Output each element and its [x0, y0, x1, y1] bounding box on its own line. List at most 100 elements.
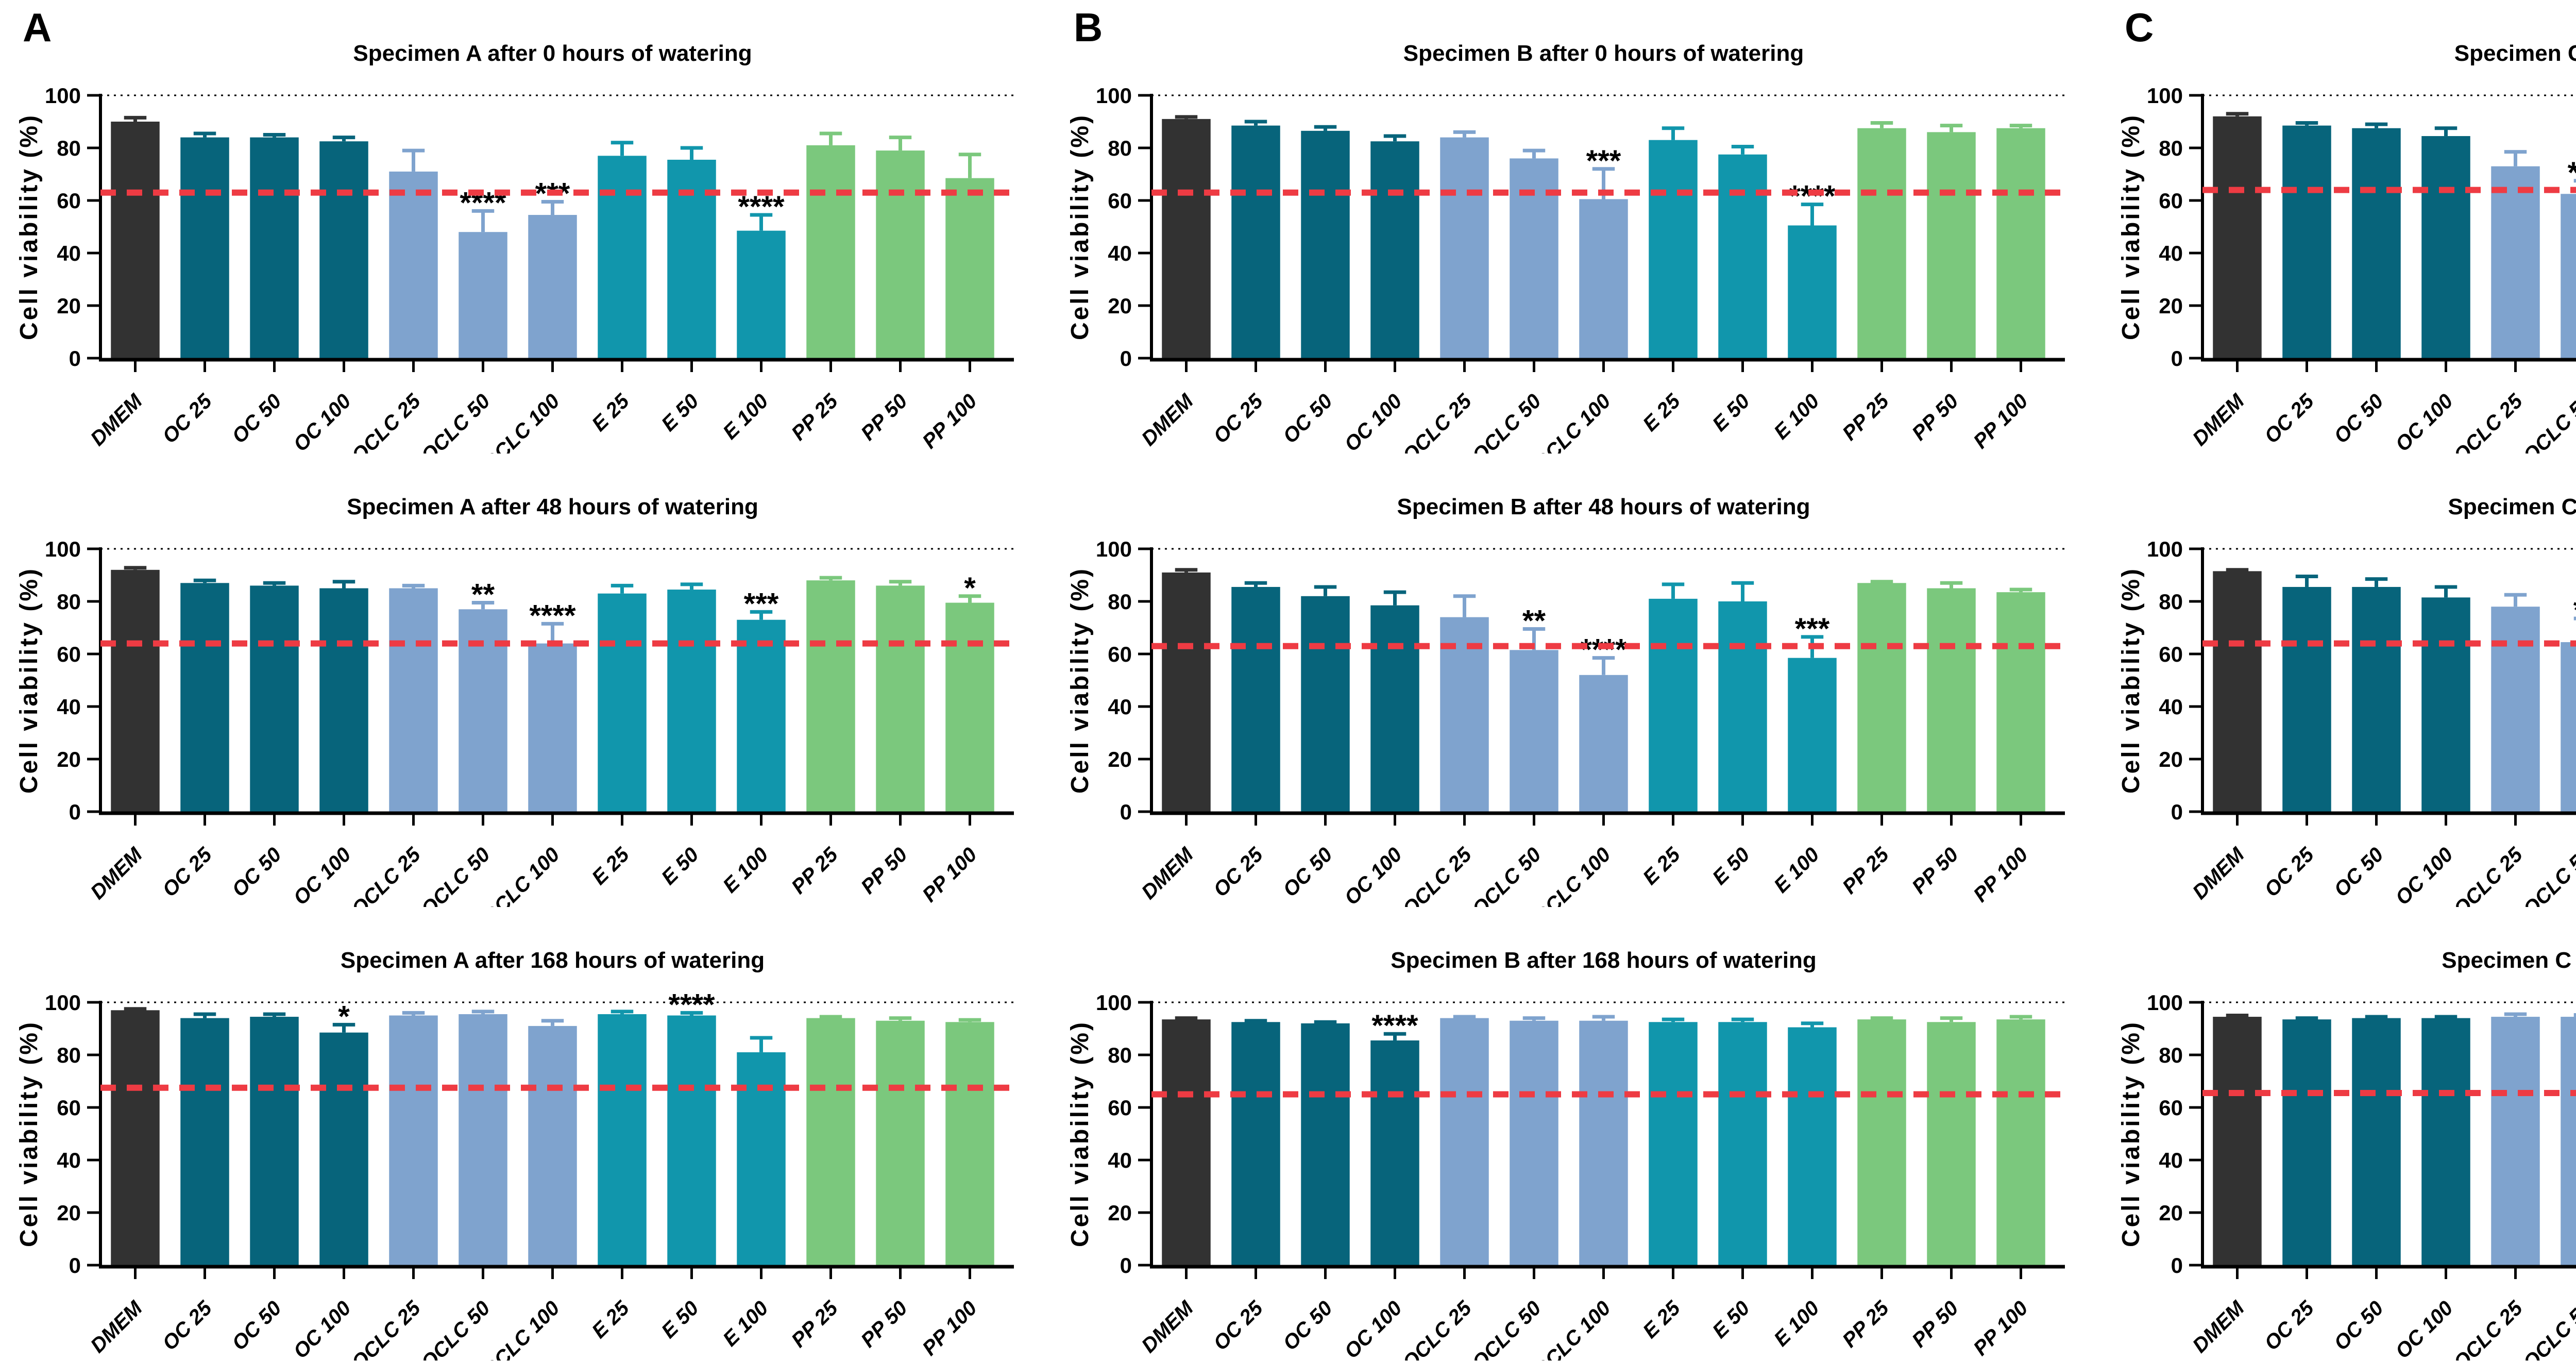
x-tick-label: E 25	[1639, 1297, 1685, 1343]
y-tick-label: 60	[57, 642, 81, 666]
y-tick-label: 20	[2159, 747, 2183, 771]
y-tick-label: 0	[69, 800, 81, 824]
y-axis-label: Cell viability (%)	[15, 1020, 43, 1247]
y-tick-label: 80	[2159, 590, 2183, 614]
y-tick-label: 80	[1108, 1043, 1132, 1067]
y-tick-label: 40	[1108, 695, 1132, 719]
significance-stars: **	[2573, 594, 2576, 627]
y-tick-label: 20	[1108, 747, 1132, 771]
bar-OCLC-100	[1579, 199, 1628, 358]
x-tick-label: OC 100	[1340, 1297, 1406, 1360]
x-tick-label: OCLC 50	[1468, 390, 1546, 453]
bar-E-25	[598, 156, 647, 358]
bar-OC-100	[319, 141, 368, 358]
x-tick-label: OCLC 100	[1530, 1297, 1615, 1360]
bar-OC-100	[1370, 605, 1419, 812]
x-tick-label: OCLC 25	[2449, 390, 2527, 453]
y-axis-label: Cell viability (%)	[2117, 1020, 2145, 1247]
bar-PP-50	[1927, 588, 1976, 812]
x-tick-label: DMEM	[2188, 389, 2249, 450]
x-tick-label: OC 100	[289, 843, 355, 907]
bar-E-25	[1649, 1022, 1698, 1265]
x-tick-label: PP 25	[1838, 1297, 1894, 1352]
bar-OCLC-100	[528, 643, 577, 812]
x-tick-label: OC 50	[2330, 390, 2388, 448]
y-tick-label: 100	[2147, 537, 2183, 561]
x-tick-label: OCLC 50	[417, 390, 495, 453]
bar-OCLC-100	[528, 215, 577, 358]
x-tick-label: E 50	[1708, 843, 1754, 889]
bar-chart: Specimen C after 168 hours of watering 0 2…	[2117, 948, 2576, 1360]
bar-OCLC-25	[1440, 1018, 1489, 1265]
bar-OCLC-50	[1510, 1020, 1558, 1265]
y-axis-label: Cell viability (%)	[1066, 113, 1094, 340]
bar-OCLC-50	[459, 232, 507, 358]
bar-OC-100	[1370, 1040, 1419, 1265]
y-tick-label: 80	[2159, 136, 2183, 160]
x-tick-label: OC 25	[158, 843, 216, 901]
bar-OC-25	[2282, 125, 2331, 358]
x-tick-label: E 100	[1770, 1297, 1824, 1351]
bar-PP-25	[806, 580, 855, 812]
x-tick-label: OC 25	[1209, 390, 1267, 448]
bar-DMEM	[2213, 1017, 2262, 1265]
y-tick-label: 100	[1096, 990, 1132, 1015]
x-tick-label: OC 50	[228, 843, 286, 901]
y-tick-label: 40	[57, 695, 81, 719]
x-tick-label: OCLC 100	[1530, 390, 1615, 453]
significance-stars: ***	[744, 587, 779, 620]
y-tick-label: 20	[57, 294, 81, 318]
x-tick-label: OCLC 50	[1468, 1297, 1546, 1360]
x-tick-label: OC 50	[1279, 390, 1337, 448]
y-tick-label: 20	[2159, 1201, 2183, 1225]
x-tick-label: E 50	[657, 843, 703, 889]
bar-OC-50	[250, 585, 299, 812]
bar-OC-25	[1231, 586, 1280, 812]
x-tick-label: OC 25	[2260, 1297, 2318, 1355]
bar-PP-50	[876, 150, 925, 358]
x-tick-label: PP 25	[787, 390, 843, 445]
x-tick-label: OCLC 25	[347, 1297, 425, 1360]
significance-stars: ***	[2568, 156, 2576, 190]
bar-chart: Specimen B after 48 hours of watering 0 20…	[1066, 494, 2065, 907]
chart-title: Specimen A after 168 hours of watering	[341, 948, 765, 973]
bar-OC-25	[2282, 586, 2331, 812]
x-tick-label: PP 25	[787, 1297, 843, 1352]
bar-E-100	[737, 230, 786, 358]
x-tick-label: OC 100	[2391, 843, 2458, 907]
panel-letter-C: C	[2125, 5, 2154, 50]
y-tick-label: 0	[2171, 346, 2183, 371]
bar-DMEM	[111, 1010, 160, 1265]
y-tick-label: 80	[57, 590, 81, 614]
significance-stars: ****	[738, 190, 785, 224]
bar-PP-100	[945, 1022, 994, 1265]
x-tick-label: PP 50	[857, 390, 912, 445]
bar-OCLC-50	[1510, 650, 1558, 812]
x-tick-label: PP 100	[1969, 390, 2032, 453]
bar-chart: Specimen C after 0 hours of watering 0 20 4…	[2117, 41, 2576, 453]
y-axis-label: Cell viability (%)	[15, 113, 43, 340]
bar-PP-100	[1996, 1019, 2045, 1265]
bar-OC-50	[250, 1017, 299, 1265]
bar-OCLC-25	[2491, 607, 2540, 812]
x-tick-label: OC 50	[2330, 1297, 2388, 1355]
significance-stars: ****	[529, 599, 576, 632]
chart-title: Specimen A after 48 hours of watering	[347, 494, 758, 519]
bar-OC-25	[180, 137, 229, 358]
y-tick-label: 60	[2159, 1096, 2183, 1120]
bar-OC-25	[2282, 1019, 2331, 1265]
x-tick-label: OC 25	[2260, 390, 2318, 448]
x-tick-label: DMEM	[1137, 1296, 1198, 1357]
x-tick-label: OC 50	[1279, 843, 1337, 901]
bar-OCLC-50	[459, 609, 507, 812]
y-tick-label: 80	[57, 1043, 81, 1067]
bar-DMEM	[1162, 1019, 1211, 1265]
bar-PP-50	[876, 585, 925, 812]
x-tick-label: OCLC 25	[2449, 843, 2527, 907]
y-axis-label: Cell viability (%)	[1066, 1020, 1094, 1247]
bar-E-50	[1718, 154, 1767, 358]
bar-OC-100	[319, 588, 368, 812]
y-tick-label: 20	[57, 747, 81, 771]
bar-E-50	[667, 1015, 716, 1265]
bar-E-50	[667, 590, 716, 812]
